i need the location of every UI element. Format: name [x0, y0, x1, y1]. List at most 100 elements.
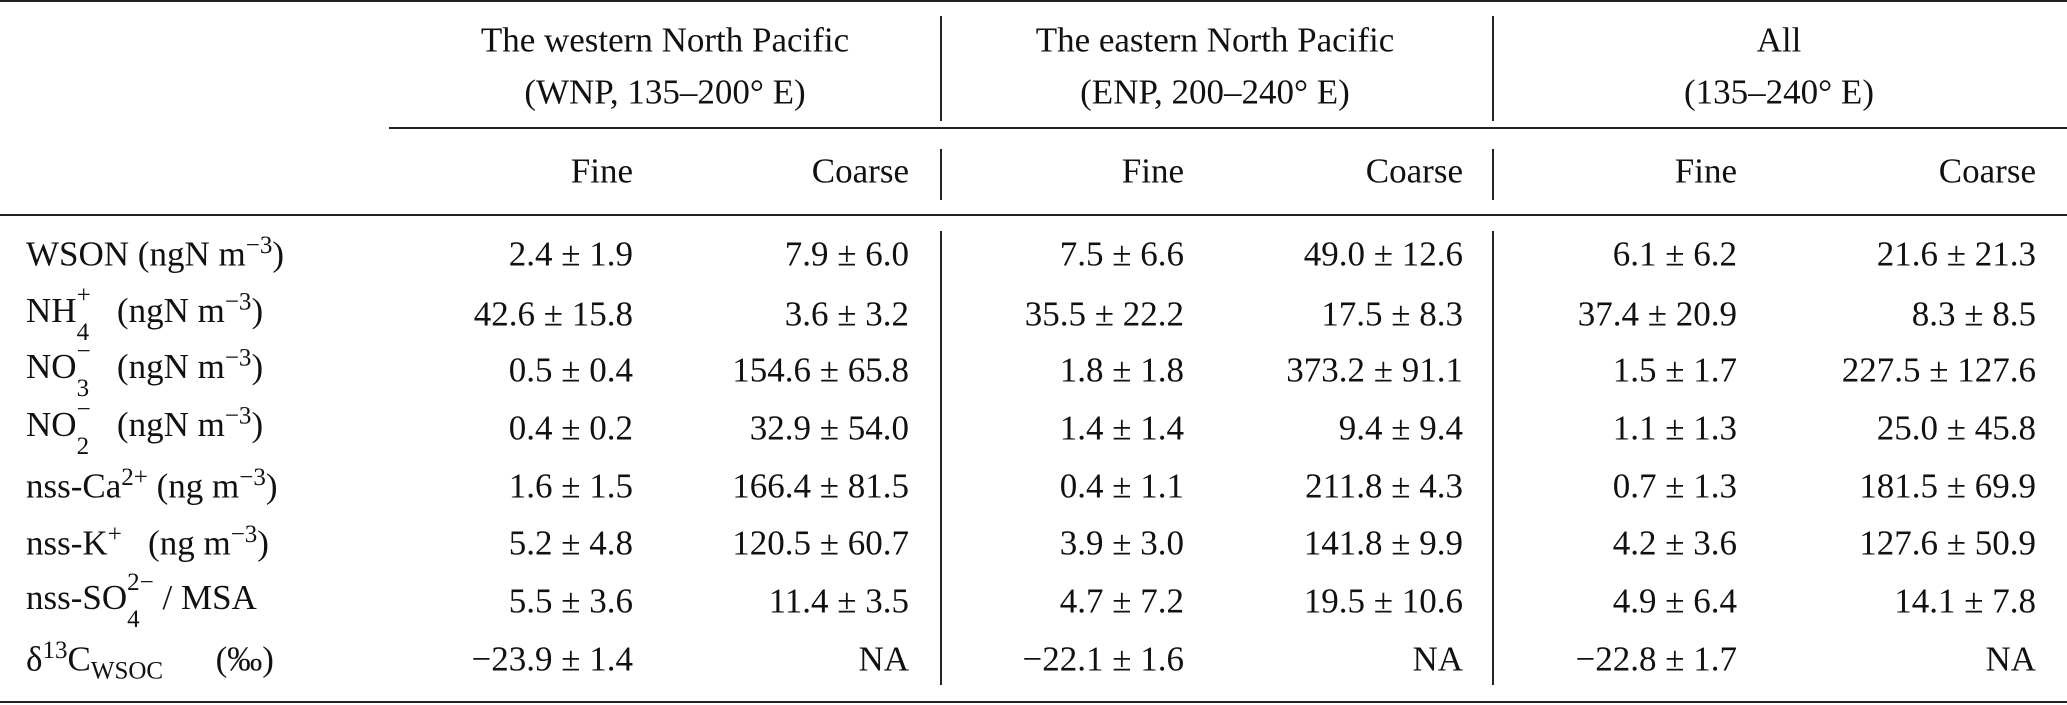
- cell: NA: [1985, 639, 2036, 679]
- cell: 4.9 ± 6.4: [1612, 581, 1737, 621]
- label-text: WSON (ngN m: [26, 234, 246, 274]
- cell: 0.7 ± 1.3: [1612, 466, 1737, 506]
- separator: [940, 231, 942, 685]
- cell: 211.8 ± 4.3: [1305, 466, 1463, 506]
- subscript: 2: [76, 433, 90, 460]
- cell: 37.4 ± 20.9: [1577, 294, 1737, 334]
- label-text: ): [257, 523, 269, 563]
- cell: 42.6 ± 15.8: [473, 294, 633, 334]
- superscript: 2+: [121, 463, 148, 491]
- label-text: C: [67, 639, 91, 679]
- cell: 35.5 ± 22.2: [1024, 294, 1184, 334]
- separator: [940, 16, 942, 121]
- cell: 1.8 ± 1.8: [1059, 350, 1184, 390]
- label-text: nss-Ca: [26, 466, 122, 506]
- superscript: −3: [230, 520, 258, 548]
- cell: 120.5 ± 60.7: [732, 523, 909, 563]
- superscript: 13: [42, 636, 68, 664]
- subscript: WSOC: [90, 657, 164, 685]
- label-text: (ngN m: [90, 347, 225, 387]
- cell: 166.4 ± 81.5: [732, 466, 909, 506]
- separator: [1492, 16, 1494, 121]
- cell: −22.8 ± 1.7: [1575, 639, 1737, 679]
- row-label: nss-K+ (ng m−3): [26, 522, 269, 563]
- superscript: −: [76, 338, 91, 365]
- cell: 5.2 ± 4.8: [508, 523, 633, 563]
- group-range: (WNP, 135–200° E): [524, 72, 806, 112]
- cell: 1.5 ± 1.7: [1612, 350, 1737, 390]
- rule: [0, 701, 2067, 703]
- label-text: / MSA: [153, 578, 257, 618]
- cell: 0.4 ± 0.2: [508, 408, 633, 448]
- label-text: ): [251, 405, 264, 445]
- cell: 0.5 ± 0.4: [508, 350, 633, 390]
- cell: NA: [858, 639, 909, 679]
- subscript: 4: [127, 606, 140, 633]
- column-header: Coarse: [1365, 151, 1463, 191]
- group-range: (ENP, 200–240° E): [1080, 72, 1350, 112]
- cell: 227.5 ± 127.6: [1841, 350, 2036, 390]
- cell: 21.6 ± 21.3: [1876, 234, 2036, 274]
- cell: 8.3 ± 8.5: [1911, 294, 2036, 334]
- column-header: Fine: [1121, 151, 1184, 191]
- cell: 2.4 ± 1.9: [508, 234, 633, 274]
- superscript: +: [76, 282, 91, 309]
- row-label: NH +4 (ngN m−3): [26, 283, 263, 345]
- column-header: Coarse: [1938, 151, 2036, 191]
- label-text: NO: [26, 405, 77, 445]
- cell: 141.8 ± 9.9: [1303, 523, 1463, 563]
- label-text: ): [265, 466, 278, 506]
- group-title: All: [1756, 20, 1802, 60]
- cell: 1.4 ± 1.4: [1059, 408, 1184, 448]
- cell: 19.5 ± 10.6: [1303, 581, 1463, 621]
- cell: 3.6 ± 3.2: [784, 294, 909, 334]
- rule: [389, 127, 2067, 129]
- subscript: 4: [76, 319, 90, 346]
- row-label: NO −2 (ngN m−3): [26, 397, 264, 459]
- group-title: The western North Pacific: [480, 20, 850, 60]
- superscript: −3: [224, 344, 252, 372]
- superscript: 2−: [127, 569, 154, 596]
- cell: 49.0 ± 12.6: [1303, 234, 1463, 274]
- cell: 3.9 ± 3.0: [1059, 523, 1184, 563]
- row-label: δ13CWSOC (‰): [26, 638, 274, 684]
- cell: 6.1 ± 6.2: [1612, 234, 1737, 274]
- row-label: NO −3 (ngN m−3): [26, 339, 264, 401]
- cell: 5.5 ± 3.6: [508, 581, 633, 621]
- cell: 181.5 ± 69.9: [1859, 466, 2036, 506]
- cell: NA: [1412, 639, 1463, 679]
- superscript: −3: [239, 463, 266, 491]
- sub-sup: +4: [77, 283, 91, 345]
- subscript: 3: [76, 375, 90, 402]
- separator: [940, 149, 942, 200]
- cell: 14.1 ± 7.8: [1894, 581, 2036, 621]
- group-range: (135–240° E): [1684, 72, 1874, 112]
- label-text: δ: [26, 639, 43, 679]
- label-text: nss-SO: [26, 578, 128, 618]
- rule: [0, 214, 2067, 216]
- cell: 4.2 ± 3.6: [1612, 523, 1737, 563]
- cell: 0.4 ± 1.1: [1059, 466, 1184, 506]
- cell: 17.5 ± 8.3: [1321, 294, 1463, 334]
- column-header: Coarse: [811, 151, 909, 191]
- superscript: −: [76, 396, 91, 423]
- separator: [1492, 149, 1494, 200]
- row-label: nss-Ca2+ (ng m−3): [26, 465, 278, 506]
- superscript: +: [107, 520, 122, 548]
- row-label: WSON (ngN m−3): [26, 233, 284, 274]
- label-text: ): [251, 347, 264, 387]
- column-header: Fine: [570, 151, 633, 191]
- column-header: Fine: [1674, 151, 1737, 191]
- cell: 154.6 ± 65.8: [732, 350, 909, 390]
- rule: [0, 0, 2067, 2]
- sub-sup: −2: [77, 397, 91, 459]
- label-text: (ngN m: [90, 405, 225, 445]
- cell: 1.6 ± 1.5: [508, 466, 633, 506]
- separator: [1492, 231, 1494, 685]
- cell: 9.4 ± 9.4: [1338, 408, 1463, 448]
- label-text: (ng m: [147, 466, 240, 506]
- label-text: NO: [26, 347, 77, 387]
- cell: 7.5 ± 6.6: [1059, 234, 1184, 274]
- cell: 11.4 ± 3.5: [768, 581, 909, 621]
